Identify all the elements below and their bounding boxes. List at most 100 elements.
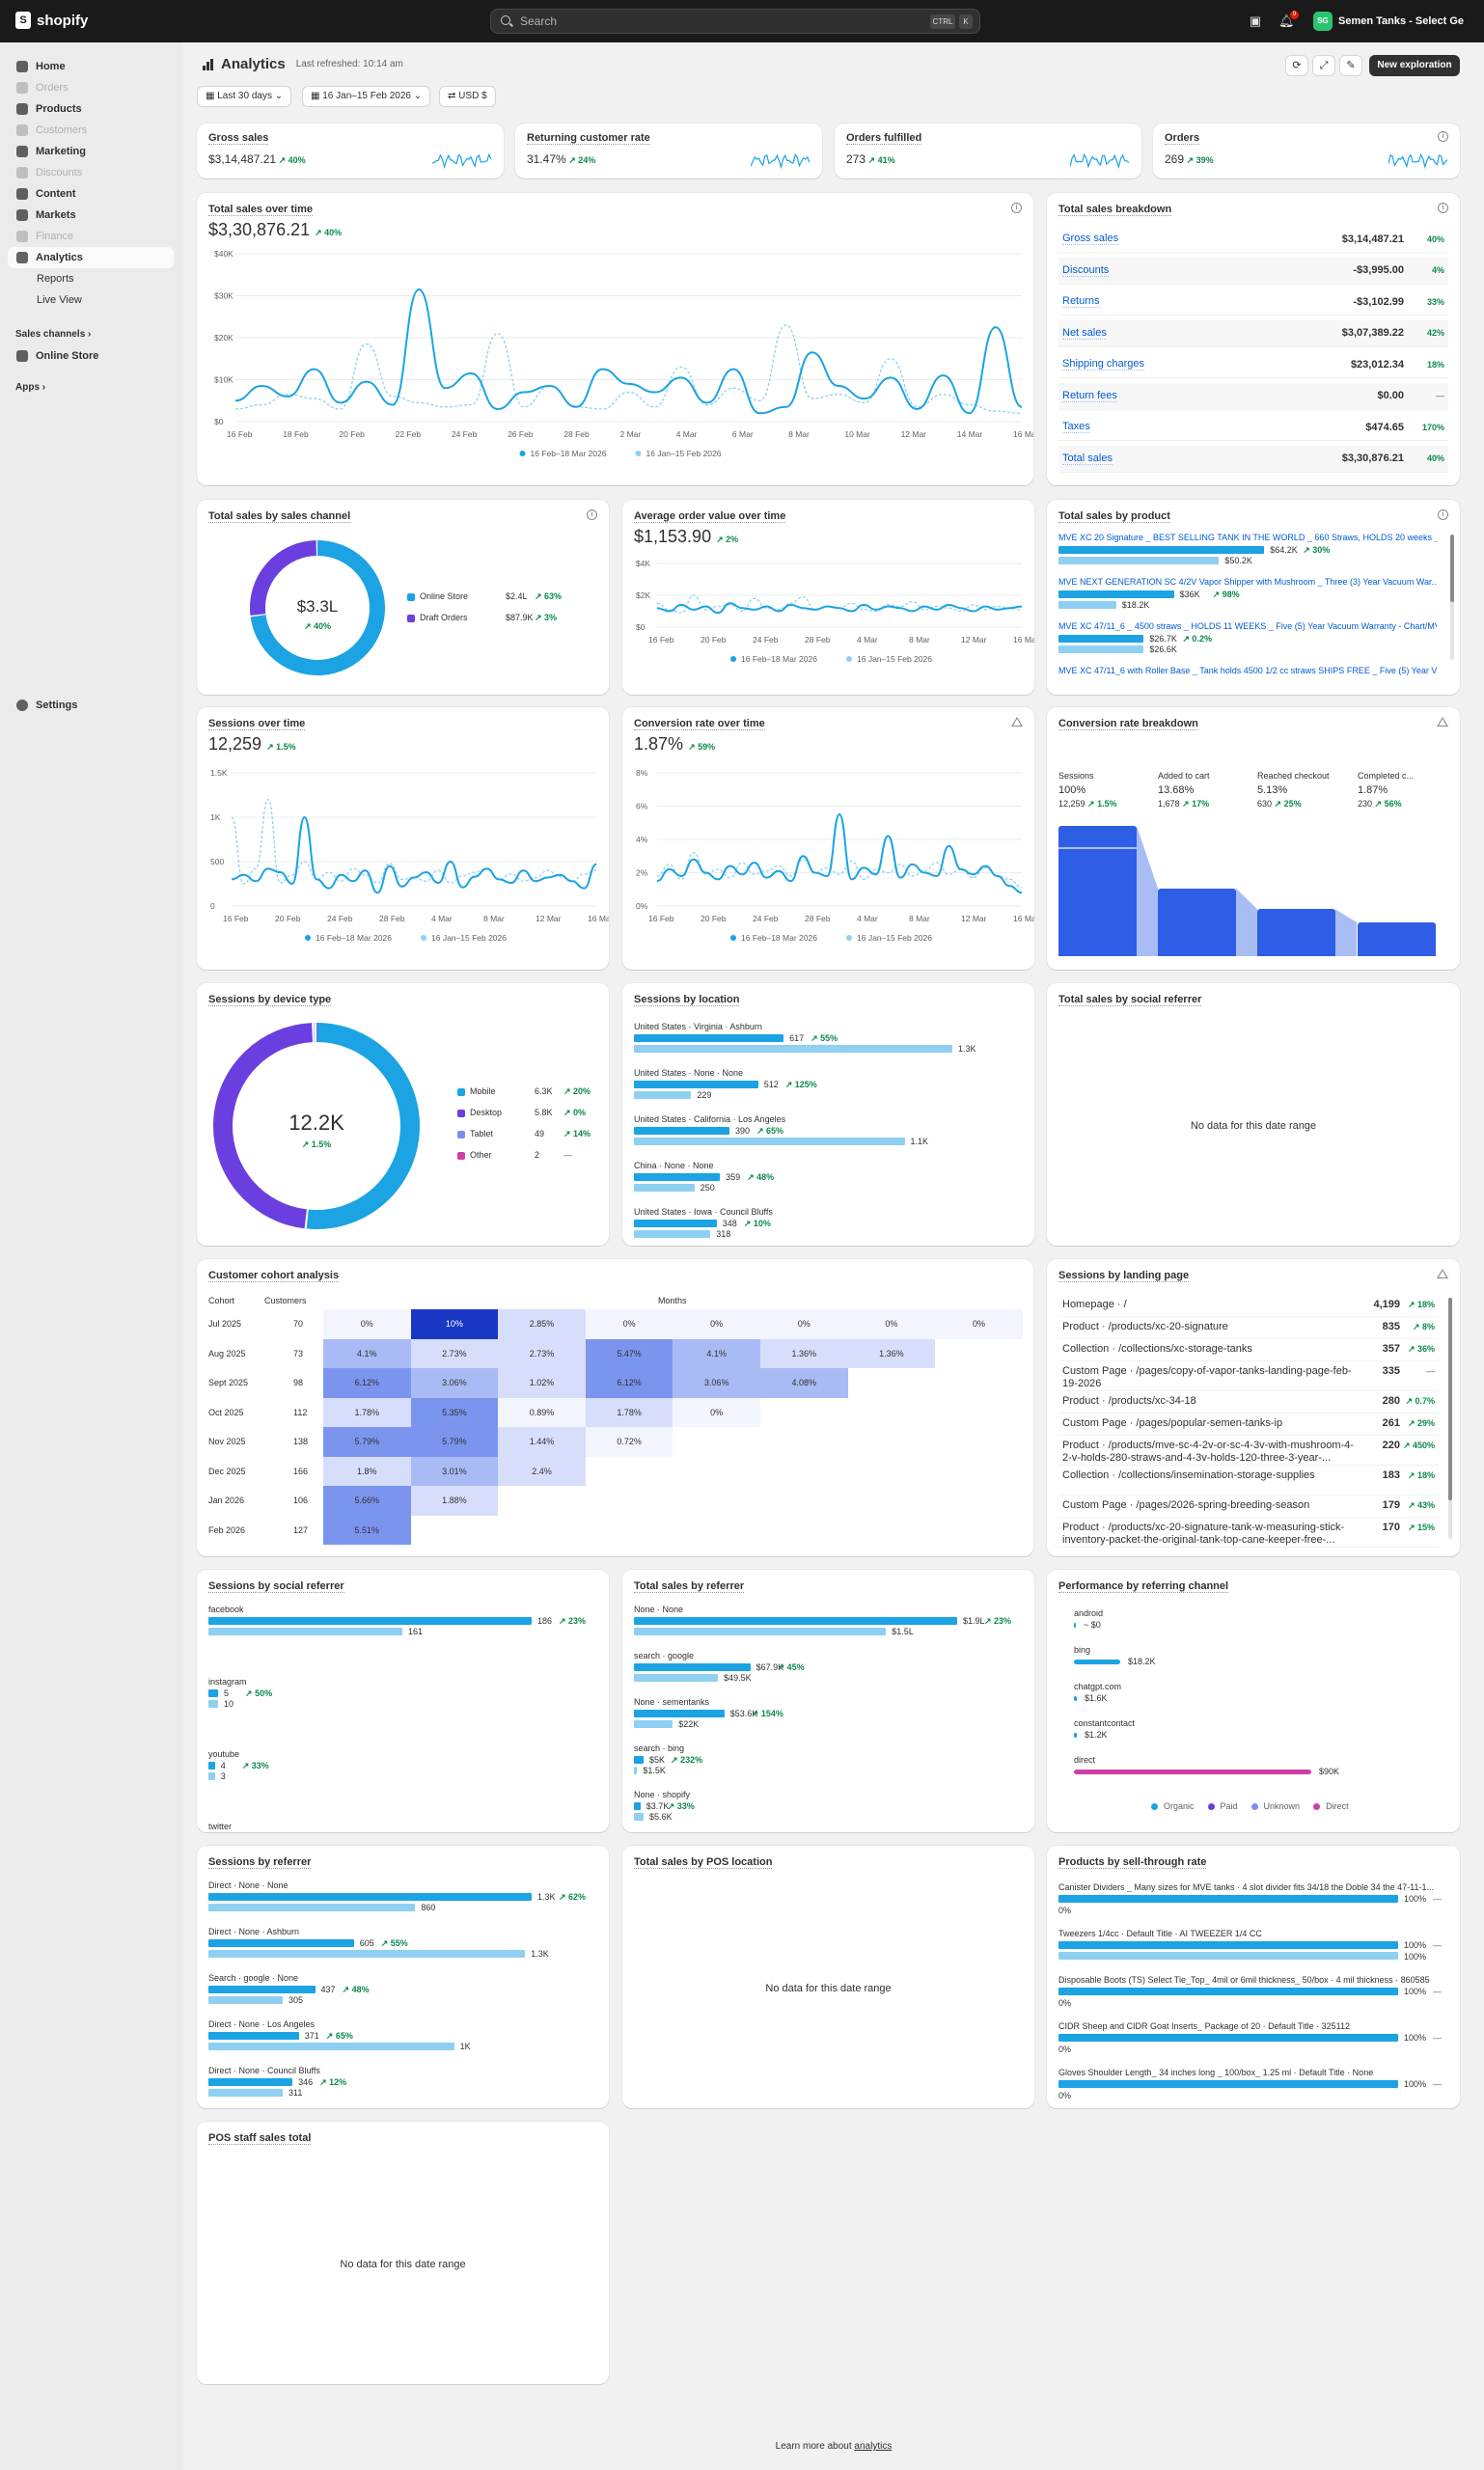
edit-button[interactable]: ✎ [1339,55,1362,76]
date-range-filter[interactable]: ▦ Last 30 days ⌄ [197,86,292,107]
cohort-cell[interactable]: 1.02% [498,1368,586,1398]
landing-row[interactable]: Collection · /collections/insemination-s… [1058,1467,1439,1496]
card-title[interactable]: Sessions by referrer [208,1856,312,1869]
product-label[interactable]: CIDR Sheep and CIDR Goat Inserts_ Packag… [1058,2021,1350,2031]
info-icon[interactable]: i [1438,509,1448,520]
card-title[interactable]: Sessions by device type [208,994,332,1006]
kpi-title[interactable]: Gross sales [208,132,269,145]
card-title[interactable]: Total sales by POS location [634,1856,773,1869]
kpi-title[interactable]: Returning customer rate [527,132,650,145]
cohort-cell[interactable]: 0.89% [498,1397,586,1427]
sidebar-item-marketing[interactable]: Marketing [8,141,174,162]
cohort-cell[interactable]: 0.72% [585,1427,673,1457]
cohort-cell[interactable]: 0% [673,1309,760,1339]
cohort-cell[interactable]: 5.35% [410,1397,499,1427]
bar-row-label[interactable]: United States · Virginia · Ashburn [634,1022,762,1031]
card-title[interactable]: Performance by referring channel [1058,1580,1229,1593]
inbox-icon[interactable]: ▣ [1249,14,1262,28]
landing-row[interactable]: Custom Page · /pages/copy-of-vapor-tanks… [1058,1362,1439,1391]
sidebar-item-settings[interactable]: Settings [8,695,174,716]
landing-row[interactable]: Collection · /collections/xc-storage-tan… [1058,1340,1439,1361]
sidebar-item-home[interactable]: Home [8,56,174,77]
bar-row-label[interactable]: None · None [634,1605,684,1614]
comparison-filter[interactable]: ▦ 16 Jan–15 Feb 2026 ⌄ [302,86,431,107]
product-label[interactable]: MVE XC 20 Signature _ BEST SELLING TANK … [1058,533,1437,542]
breakdown-label[interactable]: Gross sales [1062,233,1119,245]
breakdown-label[interactable]: Shipping charges [1062,358,1145,370]
cohort-cell[interactable]: 4.1% [673,1338,760,1368]
cohort-cell[interactable]: 5.79% [323,1427,411,1457]
landing-label[interactable]: Collection · /collections/insemination-s… [1062,1469,1315,1481]
bar-row-label[interactable]: Search · google · None [208,1973,299,1983]
warning-icon[interactable] [1011,717,1023,727]
cohort-cell[interactable]: 1.36% [847,1338,936,1368]
apps-header[interactable]: Apps › [15,382,46,393]
cohort-cell[interactable]: 0% [760,1309,848,1339]
bar-row-label[interactable]: Direct · None · Council Bluffs [208,2066,320,2075]
breakdown-label[interactable]: Net sales [1062,326,1107,340]
product-label[interactable]: Tweezers 1/4cc · Default Title · AI TWEE… [1058,1929,1262,1938]
bar-row-label[interactable]: Direct · None · Los Angeles [208,2019,316,2029]
refresh-button[interactable]: ⟳ [1285,55,1308,76]
bar-row-label[interactable]: youtube [208,1749,240,1759]
bar-row-label[interactable]: facebook [208,1605,244,1614]
card-title[interactable]: Sessions by landing page [1058,1270,1190,1282]
info-icon[interactable]: i [587,509,597,520]
cohort-cell[interactable]: 3.06% [410,1368,499,1398]
search-input[interactable]: Search CTRL K [490,9,980,34]
landing-label[interactable]: Homepage · / [1062,1299,1127,1310]
bar-row-label[interactable]: Direct · None · Ashburn [208,1927,300,1936]
landing-row[interactable]: Product · /products/xc-34-18 280 ↗ 0.7% [1058,1392,1439,1413]
product-label[interactable]: MVE XC 47/11_6 with Roller Base _ Tank h… [1058,666,1437,675]
cohort-cell[interactable]: 1.44% [498,1427,586,1457]
cohort-cell[interactable]: 1.78% [323,1397,411,1427]
cohort-cell[interactable]: 1.8% [323,1456,411,1486]
bar-row-label[interactable]: twitter [208,1822,233,1831]
card-title[interactable]: Total sales over time [208,204,314,216]
kpi-card[interactable]: Gross sales $3,14,487.21 ↗ 40% [197,124,504,178]
landing-label[interactable]: Collection · /collections/xc-storage-tan… [1062,1343,1252,1355]
cohort-cell[interactable]: 1.36% [760,1338,848,1368]
cohort-cell[interactable]: 4.1% [323,1338,411,1368]
kpi-title[interactable]: Orders [1165,132,1200,145]
landing-row[interactable]: Custom Page · /pages/popular-semen-tanks… [1058,1414,1439,1436]
landing-label[interactable]: Product · /products/mve-sc-4-2v-or-sc-4-… [1062,1440,1354,1464]
card-title[interactable]: Total sales by sales channel [208,510,351,523]
cohort-cell[interactable]: 0% [323,1309,411,1339]
cohort-cell[interactable]: 0% [673,1397,760,1427]
sidebar-item-reports[interactable]: Reports [37,273,74,285]
cohort-cell[interactable]: 5.47% [585,1338,673,1368]
breakdown-label[interactable]: Taxes [1062,421,1090,433]
bar-row-label[interactable]: search · google [634,1651,695,1660]
bar-row-label[interactable]: search · bing [634,1743,685,1753]
card-title[interactable]: Sessions over time [208,718,306,730]
cohort-cell[interactable]: 1.78% [585,1397,673,1427]
landing-label[interactable]: Product · /products/xc-34-18 [1062,1395,1196,1407]
product-label[interactable]: Gloves Shoulder Length_ 34 inches long _… [1058,2068,1374,2077]
info-icon[interactable]: i [1438,131,1448,142]
landing-row[interactable]: Product · /products/xc-20-signature 835 ↗ … [1058,1318,1439,1339]
card-title[interactable]: Total sales by product [1058,510,1170,523]
landing-label[interactable]: Product · /products/xc-20-signature-tank… [1062,1522,1345,1546]
sidebar-item-orders[interactable]: Orders [8,77,174,98]
cohort-cell[interactable]: 5.66% [323,1486,411,1516]
cohort-cell[interactable]: 2.73% [498,1338,586,1368]
cohort-cell[interactable]: 5.79% [410,1427,499,1457]
product-label[interactable]: Disposable Boots (TS) Select Tie_Top_ 4m… [1058,1975,1430,1985]
bar-row-label[interactable]: Direct · None · None [208,1880,289,1890]
breakdown-row[interactable]: Discounts -$3,995.00 4% [1058,257,1448,285]
card-title[interactable]: Customer cohort analysis [208,1270,340,1282]
card-title[interactable]: Sessions by location [634,994,740,1006]
store-menu[interactable]: SG Semen Tanks - Select Ge... [1309,9,1464,34]
landing-row[interactable]: Product · /products/xc-20-signature-tank… [1058,1519,1439,1548]
bar-row-label[interactable]: instagram [208,1677,247,1687]
breakdown-row[interactable]: Taxes $474.65 170% [1058,414,1448,441]
landing-label[interactable]: Custom Page · /pages/copy-of-vapor-tanks… [1062,1365,1352,1389]
analytics-link[interactable]: analytics [854,2441,893,2452]
warning-icon[interactable] [1437,1269,1448,1278]
cohort-cell[interactable]: 3.06% [673,1368,760,1398]
breakdown-row[interactable]: Net sales $3,07,389.22 42% [1058,319,1448,347]
cohort-cell[interactable]: 3.01% [410,1456,499,1486]
cohort-cell[interactable]: 1.88% [410,1486,499,1516]
cohort-cell[interactable]: 4.08% [760,1368,848,1398]
